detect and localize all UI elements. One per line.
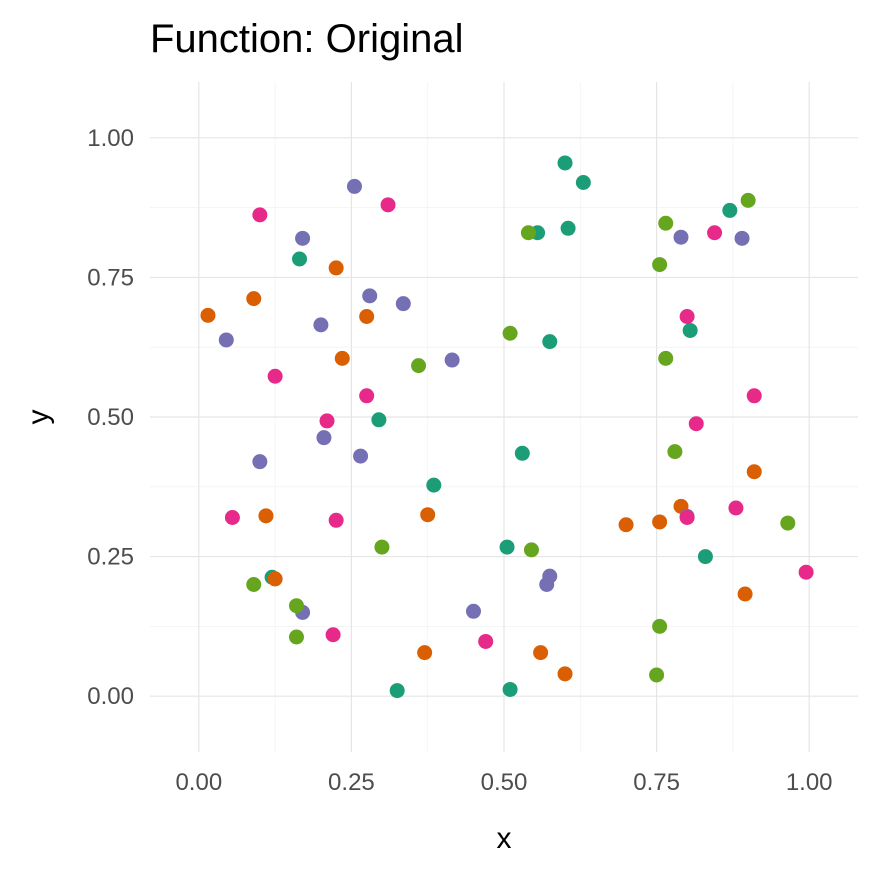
data-point: [542, 334, 558, 350]
data-point: [252, 454, 268, 470]
data-points: [200, 155, 814, 699]
data-point: [514, 445, 530, 461]
data-point: [679, 309, 695, 324]
data-point: [328, 260, 344, 276]
data-point: [533, 645, 549, 661]
data-point: [523, 542, 539, 558]
data-point: [707, 225, 723, 241]
data-point: [411, 358, 427, 374]
data-point: [652, 257, 668, 273]
data-point: [334, 350, 350, 366]
y-tick-label: 0.25: [87, 544, 134, 571]
grid: [150, 82, 858, 752]
data-point: [658, 215, 674, 231]
y-tick-label: 0.00: [87, 683, 134, 710]
data-point: [353, 448, 369, 464]
data-point: [371, 412, 387, 428]
x-tick-label: 1.00: [786, 769, 833, 796]
data-point: [417, 645, 433, 661]
data-point: [679, 510, 695, 525]
data-point: [426, 477, 442, 493]
data-point: [465, 603, 481, 619]
data-point: [667, 444, 683, 460]
data-point: [478, 633, 494, 649]
x-axis-title: x: [497, 822, 512, 855]
data-point: [420, 507, 436, 523]
data-point: [328, 512, 344, 528]
data-point: [502, 325, 518, 341]
data-point: [252, 207, 268, 223]
data-point: [652, 618, 668, 634]
data-point: [346, 178, 362, 194]
y-axis-tick-labels: 0.00 0.25 0.50 0.75 1.00: [87, 125, 134, 710]
data-point: [560, 220, 576, 236]
data-point: [246, 291, 262, 307]
data-point: [557, 155, 573, 171]
data-point: [258, 508, 274, 524]
data-point: [319, 413, 335, 429]
data-point: [380, 197, 396, 213]
data-point: [200, 307, 216, 323]
data-point: [649, 667, 665, 683]
chart-title: Function: Original: [150, 17, 463, 61]
data-point: [395, 296, 411, 312]
data-point: [737, 586, 753, 602]
data-point: [746, 388, 762, 404]
data-point: [728, 500, 744, 516]
x-tick-label: 0.25: [328, 769, 375, 796]
x-axis-tick-labels: 0.00 0.25 0.50 0.75 1.00: [175, 769, 832, 796]
data-point: [359, 309, 375, 324]
data-point: [697, 549, 713, 565]
data-point: [295, 230, 311, 246]
data-point: [746, 464, 762, 480]
y-axis-title: y: [22, 410, 55, 425]
x-tick-label: 0.00: [175, 769, 222, 796]
data-point: [798, 564, 814, 580]
data-point: [539, 577, 555, 592]
data-point: [673, 229, 689, 245]
data-point: [267, 571, 283, 587]
data-point: [362, 288, 378, 304]
data-point: [313, 317, 329, 333]
data-point: [374, 539, 390, 555]
data-point: [688, 416, 704, 432]
data-point: [682, 322, 698, 338]
data-point: [218, 332, 234, 348]
data-point: [734, 230, 750, 246]
data-point: [325, 627, 341, 643]
y-tick-label: 1.00: [87, 125, 134, 152]
data-point: [444, 352, 460, 368]
data-point: [288, 629, 304, 645]
data-point: [499, 539, 515, 555]
data-point: [780, 515, 796, 531]
x-tick-label: 0.50: [481, 769, 528, 796]
y-tick-label: 0.50: [87, 404, 134, 431]
data-point: [557, 666, 573, 682]
data-point: [658, 350, 674, 366]
y-tick-label: 0.75: [87, 264, 134, 291]
data-point: [224, 510, 240, 525]
data-point: [292, 251, 308, 267]
data-point: [502, 681, 518, 697]
data-point: [316, 430, 332, 446]
data-point: [267, 368, 283, 384]
data-point: [246, 577, 262, 592]
x-tick-label: 0.75: [633, 769, 680, 796]
data-point: [359, 388, 375, 404]
data-point: [520, 225, 536, 241]
data-point: [575, 175, 591, 190]
data-point: [618, 517, 634, 533]
data-point: [740, 192, 756, 208]
data-point: [652, 514, 668, 530]
data-point: [722, 202, 738, 218]
data-point: [389, 683, 405, 699]
data-point: [288, 598, 304, 614]
